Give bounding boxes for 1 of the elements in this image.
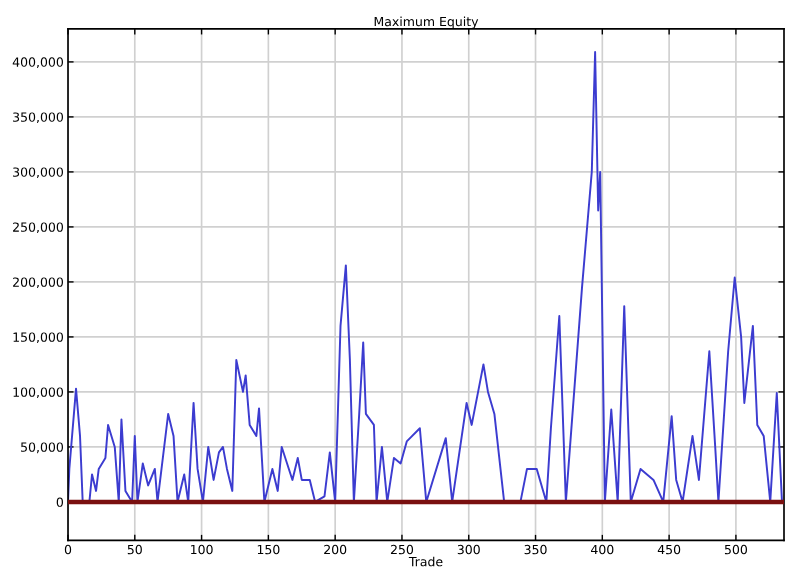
- line-series: [68, 51, 783, 503]
